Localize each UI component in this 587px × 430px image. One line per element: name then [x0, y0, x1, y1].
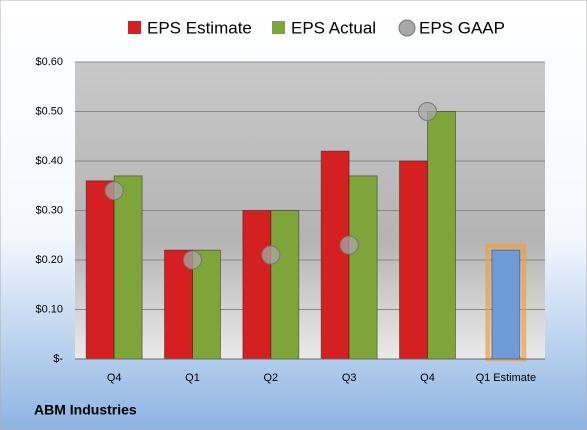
x-tick-label: Q1 Estimate [476, 372, 537, 384]
legend-label: EPS Estimate [147, 18, 252, 37]
x-tick-label: Q3 [342, 372, 357, 384]
legend-marker [398, 19, 416, 37]
y-tick-label: $0.20 [35, 254, 63, 266]
bar [399, 160, 428, 360]
x-tick-label: Q2 [263, 372, 278, 384]
legend-label: EPS Actual [291, 18, 376, 37]
bar [113, 175, 143, 360]
y-tick-label: $- [53, 353, 63, 365]
y-tick-label: $0.40 [35, 155, 63, 167]
marker [339, 235, 359, 255]
marker [418, 102, 437, 121]
x-tick-label: Q1 [185, 372, 200, 384]
bar [320, 150, 350, 360]
legend: EPS Estimate EPS Actual EPS GAAP [128, 18, 505, 37]
y-tick-label: $0.50 [35, 105, 63, 117]
bar [242, 210, 272, 360]
bar [270, 210, 300, 360]
bar [348, 175, 378, 360]
chart-title: ABM Industries [34, 402, 137, 418]
y-tick-label: $0.60 [35, 56, 63, 68]
legend-swatch [128, 21, 141, 34]
marker [183, 250, 202, 270]
bar [491, 249, 521, 360]
x-tick-label: Q4 [107, 372, 122, 384]
legend-swatch [272, 21, 285, 34]
marker [261, 245, 281, 265]
bar [427, 111, 456, 360]
bar [85, 180, 115, 360]
x-tick-label: Q4 [420, 372, 435, 384]
legend-label: EPS GAAP [419, 18, 505, 37]
y-tick-label: $0.10 [35, 303, 63, 315]
marker [104, 181, 124, 201]
y-tick-label: $0.30 [35, 204, 63, 216]
